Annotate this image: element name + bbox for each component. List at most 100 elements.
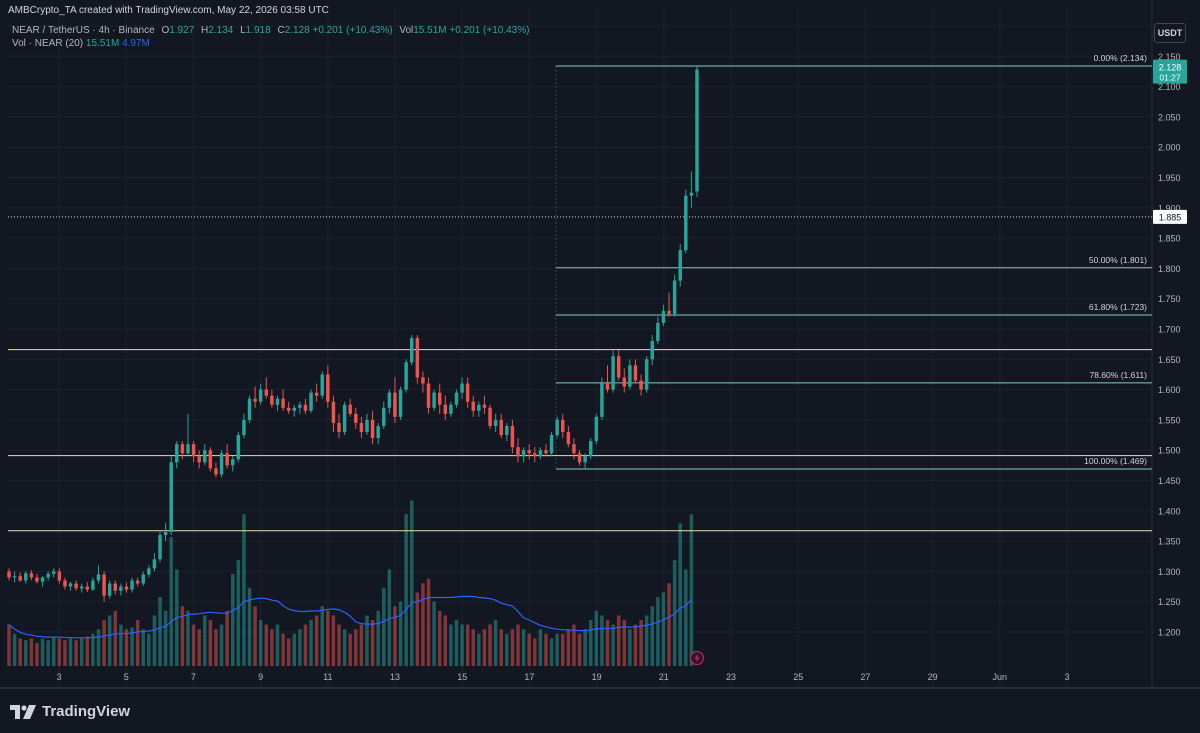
candle-body xyxy=(633,365,638,381)
candle-body xyxy=(348,404,352,414)
volume-bar xyxy=(309,620,313,666)
candle-body xyxy=(281,398,285,408)
y-tick-label: 2.100 xyxy=(1158,82,1181,92)
candle-body xyxy=(656,322,660,342)
y-tick-label: 1.600 xyxy=(1158,385,1181,395)
volume-bar xyxy=(656,597,660,666)
volume-bar xyxy=(398,601,403,666)
volume-bar xyxy=(197,629,201,666)
y-tick-label: 1.950 xyxy=(1158,173,1181,183)
volume-bar xyxy=(247,587,252,666)
candle-body xyxy=(521,450,526,457)
candle-body xyxy=(454,392,459,405)
volume-bar xyxy=(605,620,610,666)
vol-value: 15.51M xyxy=(413,25,447,36)
volume-bar xyxy=(471,629,475,666)
candle-body xyxy=(426,383,431,408)
volume-bar xyxy=(404,514,408,666)
x-tick-label: 7 xyxy=(191,672,196,682)
candle-body xyxy=(577,453,582,463)
candle-body xyxy=(661,310,666,323)
candle-body xyxy=(326,374,330,402)
volume-bar xyxy=(387,569,392,666)
volume-indicator-label[interactable]: Vol · NEAR (20) xyxy=(12,38,84,49)
candle-body xyxy=(29,573,34,578)
volume-bar xyxy=(29,638,34,666)
volume-bar xyxy=(516,624,520,666)
volume-bar xyxy=(566,629,571,666)
volume-bar xyxy=(281,633,285,666)
volume-bar xyxy=(376,610,380,666)
tradingview-logo[interactable]: TradingView xyxy=(10,703,130,720)
candle-body xyxy=(527,450,531,454)
volume-bar xyxy=(96,629,101,666)
candle-body xyxy=(555,419,559,436)
low-label: L xyxy=(240,25,246,36)
volume-bar xyxy=(460,624,464,666)
open-value: 1.927 xyxy=(169,25,195,36)
volume-bar xyxy=(119,624,123,666)
candle-body xyxy=(510,425,515,448)
volume-bar xyxy=(527,633,531,666)
volume-bar xyxy=(616,615,621,666)
volume-bar xyxy=(538,629,543,666)
candle-body xyxy=(398,389,403,417)
y-tick-label: 1.350 xyxy=(1158,537,1181,547)
currency-button[interactable]: USDT xyxy=(1154,23,1186,43)
candle-body xyxy=(600,383,604,417)
x-tick-label: 9 xyxy=(258,672,263,682)
candle-body xyxy=(225,453,229,466)
candle-body xyxy=(667,310,671,314)
volume-bar xyxy=(639,620,643,666)
candle-body xyxy=(68,583,73,587)
candle-body xyxy=(275,398,280,405)
candle-body xyxy=(303,404,308,411)
volume-bar xyxy=(12,633,17,666)
marked-price-box xyxy=(1153,209,1187,224)
candle-body xyxy=(382,407,386,426)
volume-bar xyxy=(52,636,56,666)
volume-bar xyxy=(555,633,559,666)
candle-body xyxy=(40,577,45,582)
volume-bar xyxy=(79,638,84,666)
candle-body xyxy=(605,383,610,390)
volume-bar xyxy=(588,620,593,666)
volume-bar xyxy=(18,638,22,666)
high-label: H xyxy=(201,25,209,36)
x-tick-label: 3 xyxy=(56,672,61,682)
fib-level-label: 100.00% (1.469) xyxy=(1084,456,1147,466)
candle-body xyxy=(286,407,291,411)
candle-body xyxy=(247,398,252,420)
y-tick-label: 2.000 xyxy=(1158,143,1181,153)
candle-body xyxy=(432,392,436,408)
plot-background xyxy=(0,0,1200,688)
vol-change-value: +0.201 (+10.43%) xyxy=(449,25,530,36)
volume-bar xyxy=(600,615,604,666)
candle-body xyxy=(588,441,593,457)
open-label: O xyxy=(161,25,170,36)
volume-bar xyxy=(409,500,414,666)
fib-level-label: 50.00% (1.801) xyxy=(1089,255,1147,265)
candle-body xyxy=(331,401,336,423)
candle-body xyxy=(616,356,621,378)
volume-bar xyxy=(365,615,369,666)
candle-body xyxy=(471,401,475,411)
fib-level-label: 78.60% (1.611) xyxy=(1090,370,1148,380)
volume-bar xyxy=(180,606,185,666)
volume-bar xyxy=(186,610,190,666)
y-tick-label: 1.300 xyxy=(1158,567,1181,577)
x-tick-label: 19 xyxy=(592,672,602,682)
volume-bar xyxy=(85,636,90,666)
volume-bar xyxy=(242,514,246,666)
volume-bar xyxy=(432,601,436,666)
candle-body xyxy=(180,444,185,454)
candle-body xyxy=(639,380,643,390)
volume-bar xyxy=(40,638,45,666)
volume-bar xyxy=(270,629,274,666)
low-value: 1.918 xyxy=(245,25,271,36)
symbol-label[interactable]: NEAR / TetherUS · 4h · Binance xyxy=(12,25,155,36)
candle-body xyxy=(91,580,95,590)
candle-body xyxy=(236,435,241,460)
candle-body xyxy=(365,419,369,433)
